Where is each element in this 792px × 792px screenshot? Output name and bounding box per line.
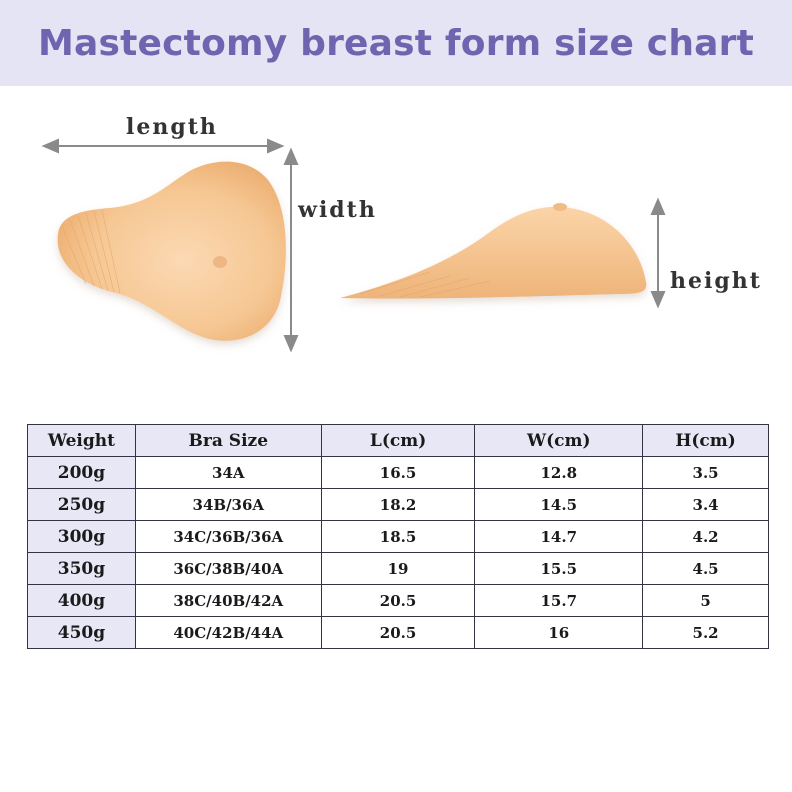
length-cell: 18.2 (320, 488, 476, 521)
height-cell: 3.4 (642, 488, 769, 521)
width-arrow (283, 147, 299, 353)
measurement-diagram: length width height (0, 86, 792, 386)
table-row: 450g 40C/42B/44A 20.5 16 5.2 (27, 616, 769, 649)
table-row: 300g 34C/36B/36A 18.5 14.7 4.2 (27, 520, 769, 553)
header-width: W(cm) (474, 424, 644, 457)
header-bra-size: Bra Size (134, 424, 322, 457)
height-cell: 5.2 (642, 616, 769, 649)
weight-cell: 200g (27, 456, 136, 489)
bra-size-cell: 40C/42B/44A (134, 616, 322, 649)
table-row: 350g 36C/38B/40A 19 15.5 4.5 (27, 552, 769, 585)
width-cell: 15.7 (474, 584, 644, 617)
breast-form-illustration (41, 138, 666, 353)
table-row: 250g 34B/36A 18.2 14.5 3.4 (27, 488, 769, 521)
bra-size-cell: 34A (134, 456, 322, 489)
length-cell: 16.5 (320, 456, 476, 489)
bra-size-cell: 34B/36A (134, 488, 322, 521)
table-header-row: Weight Bra Size L(cm) W(cm) H(cm) (27, 424, 769, 457)
length-label: length (126, 114, 218, 140)
bra-size-cell: 34C/36B/36A (134, 520, 322, 553)
width-cell: 14.5 (474, 488, 644, 521)
weight-cell: 350g (27, 552, 136, 585)
height-cell: 3.5 (642, 456, 769, 489)
height-arrow (650, 197, 666, 309)
length-cell: 19 (320, 552, 476, 585)
width-cell: 12.8 (474, 456, 644, 489)
width-cell: 15.5 (474, 552, 644, 585)
length-cell: 20.5 (320, 616, 476, 649)
length-arrow (41, 138, 285, 154)
header-height: H(cm) (642, 424, 769, 457)
height-cell: 4.5 (642, 552, 769, 585)
weight-cell: 300g (27, 520, 136, 553)
front-view-form (57, 161, 286, 341)
size-chart-table: Weight Bra Size L(cm) W(cm) H(cm) 200g 3… (27, 424, 769, 649)
header-weight: Weight (27, 424, 136, 457)
bra-size-cell: 36C/38B/40A (134, 552, 322, 585)
width-cell: 14.7 (474, 520, 644, 553)
weight-cell: 400g (27, 584, 136, 617)
length-cell: 18.5 (320, 520, 476, 553)
page-title: Mastectomy breast form size chart (37, 22, 755, 64)
table-row: 400g 38C/40B/42A 20.5 15.7 5 (27, 584, 769, 617)
height-label: height (670, 268, 762, 294)
header-length: L(cm) (320, 424, 476, 457)
weight-cell: 250g (27, 488, 136, 521)
table-row: 200g 34A 16.5 12.8 3.5 (27, 456, 769, 489)
title-banner: Mastectomy breast form size chart (0, 0, 792, 86)
length-cell: 20.5 (320, 584, 476, 617)
bra-size-cell: 38C/40B/42A (134, 584, 322, 617)
width-label: width (298, 197, 377, 223)
weight-cell: 450g (27, 616, 136, 649)
side-view-form (340, 203, 647, 299)
width-cell: 16 (474, 616, 644, 649)
height-cell: 4.2 (642, 520, 769, 553)
height-cell: 5 (642, 584, 769, 617)
